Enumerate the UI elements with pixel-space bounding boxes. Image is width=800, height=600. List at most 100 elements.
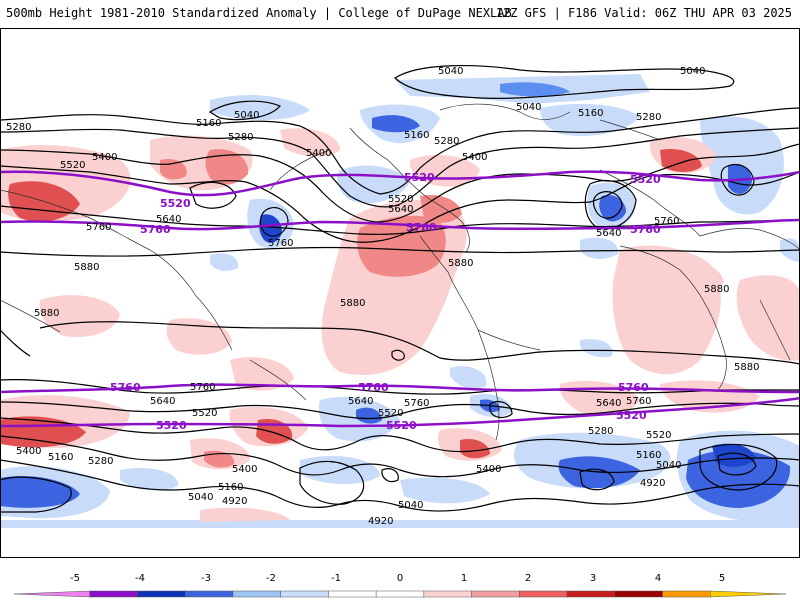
contour-label: 5400 [306,148,331,159]
contour-label: 5280 [228,132,253,143]
colorbar-label: 3 [590,573,596,584]
colorbar-label: -3 [201,573,211,584]
contour-label: 5880 [74,262,99,273]
colorbar-label: -1 [331,573,341,584]
colorbar-label: 5 [719,573,725,584]
contour-label: 4920 [368,516,393,527]
contour-label: 5280 [88,456,113,467]
contour-label: 5520 [388,194,413,205]
contour-label: 5160 [196,118,221,129]
model-run-info: 12Z GFS | F186 Valid: 06Z THU APR 03 202… [495,6,792,20]
colorbar-label: 0 [397,573,403,584]
contour-label: 5400 [462,152,487,163]
colorbar: -5 -4 -3 -2 -1 0 1 2 3 4 5 [13,573,787,598]
colorbar-segment [423,590,472,598]
purple-contour-label: 5520 [386,419,417,432]
contour-label: 5280 [636,112,661,123]
contour-label: 5400 [476,464,501,475]
contour-label: 5160 [578,108,603,119]
contour-label: 5880 [734,362,759,373]
purple-contour-label: 5760 [358,381,389,394]
colorbar-segment [89,590,138,598]
contour-labels: 5040 5040 5040 5040 5160 5160 5160 5280 … [6,66,759,527]
contour-label: 5400 [92,152,117,163]
contour-label: 5880 [448,258,473,269]
colorbar-label: -5 [70,573,80,584]
contour-label: 5040 [188,492,213,503]
contour-label: 5040 [680,66,705,77]
colorbar-segment [519,590,568,598]
contour-label: 5640 [150,396,175,407]
contour-label: 5760 [654,216,679,227]
colorbar-segment [566,590,616,598]
purple-contour-labels: 5520 5520 5520 5760 5760 5760 5760 5760 … [110,171,661,432]
colorbar-label: -2 [266,573,276,584]
colorbar-segment [662,590,711,598]
purple-contour-label: 5760 [110,381,141,394]
contour-label: 5760 [404,398,429,409]
purple-contour-label: 5520 [630,173,661,186]
colorbar-labels: -5 -4 -3 -2 -1 0 1 2 3 4 5 [70,573,725,584]
colorbar-segment [614,590,663,598]
purple-contour-label: 5520 [616,409,647,422]
anomaly-map: 5040 5040 5040 5040 5160 5160 5160 5280 … [0,28,800,558]
contour-label: 5160 [48,452,73,463]
purple-contour-label: 5760 [618,381,649,394]
colorbar-segment [710,590,787,598]
colorbar-segment [328,590,377,598]
contour-label: 5760 [268,238,293,249]
contour-label: 5040 [438,66,463,77]
contour-label: 5760 [86,222,111,233]
purple-contour-label: 5520 [160,197,191,210]
contour-label: 5520 [378,408,403,419]
contour-label: 5880 [34,308,59,319]
colorbar-segments [13,590,787,598]
contour-label: 5520 [60,160,85,171]
contour-label: 5400 [16,446,41,457]
contour-label: 5640 [596,228,621,239]
colorbar-segment [232,590,281,598]
colorbar-label: 1 [461,573,467,584]
colorbar-segment [184,590,234,598]
colorbar-label: 4 [655,573,661,584]
contour-label: 5520 [192,408,217,419]
contour-label: 5280 [588,426,613,437]
contour-label: 5400 [232,464,257,475]
colorbar-segment [137,590,186,598]
contour-label: 5760 [626,396,651,407]
contour-label: 4920 [640,478,665,489]
contour-label: 4920 [222,496,247,507]
contour-label: 5040 [656,460,681,471]
purple-contour-label: 5760 [630,223,661,236]
colorbar-segment [13,590,90,598]
contour-label: 5040 [516,102,541,113]
contour-label: 5640 [156,214,181,225]
colorbar-segment [280,590,329,598]
contour-label: 5040 [234,110,259,121]
header: 500mb Height 1981-2010 Standardized Anom… [0,0,800,28]
purple-contour-label: 5760 [406,221,437,234]
purple-contours [0,170,800,428]
purple-contour-label: 5520 [404,171,435,184]
map-title: 500mb Height 1981-2010 Standardized Anom… [6,6,512,20]
contour-label: 5280 [6,122,31,133]
height-contours [0,64,800,513]
contour-label: 5880 [340,298,365,309]
colorbar-segment [375,590,425,598]
colorbar-label: -4 [135,573,145,584]
purple-contour-label: 5520 [156,419,187,432]
contour-label: 5640 [388,204,413,215]
contour-label: 5640 [596,398,621,409]
contour-label: 5040 [398,500,423,511]
contour-label: 5280 [434,136,459,147]
contour-label: 5640 [348,396,373,407]
purple-contour-label: 5760 [140,223,171,236]
contour-label: 5880 [704,284,729,295]
contour-label: 5520 [646,430,671,441]
colorbar-label: 2 [525,573,531,584]
contour-label: 5160 [218,482,243,493]
contour-label: 5760 [190,382,215,393]
colorbar-segment [471,590,520,598]
contour-label: 5160 [404,130,429,141]
contour-label: 5160 [636,450,661,461]
